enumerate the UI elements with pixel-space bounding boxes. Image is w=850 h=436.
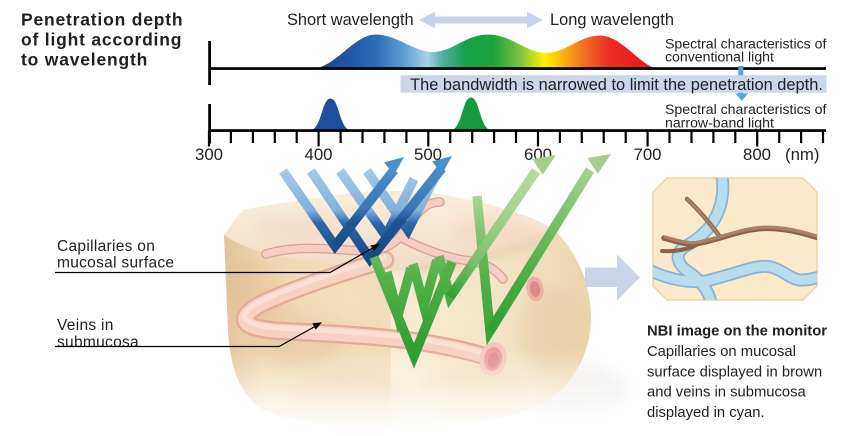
svg-text:Spectral characteristics of: Spectral characteristics of [665,36,826,52]
svg-text:Spectral characteristics of: Spectral characteristics of [665,101,826,117]
svg-text:mucosal surface: mucosal surface [57,255,174,272]
svg-text:displayed in cyan.: displayed in cyan. [647,405,765,421]
svg-text:of light according: of light according [21,30,182,50]
svg-text:Capillaries on mucosal: Capillaries on mucosal [647,344,796,360]
svg-text:submucosa: submucosa [57,334,139,351]
svg-text:300: 300 [195,145,223,164]
svg-text:Long wavelength: Long wavelength [550,11,674,29]
svg-text:Veins in: Veins in [57,317,114,334]
svg-text:to wavelength: to wavelength [21,50,148,70]
svg-text:NBI image on the monitor: NBI image on the monitor [647,324,827,340]
svg-text:(nm): (nm) [785,145,820,164]
svg-text:The bandwidth is narrowed to l: The bandwidth is narrowed to limit the p… [410,76,823,94]
svg-text:narrow-band light: narrow-band light [665,114,774,130]
svg-text:conventional light: conventional light [665,49,774,65]
svg-text:700: 700 [634,145,662,164]
svg-text:surface displayed in brown: surface displayed in brown [647,364,822,380]
svg-text:and veins in submucosa: and veins in submucosa [647,385,807,401]
svg-text:500: 500 [414,145,442,164]
svg-text:400: 400 [305,145,333,164]
svg-text:Capillaries on: Capillaries on [57,238,155,255]
svg-text:Short wavelength: Short wavelength [287,11,414,29]
svg-text:800: 800 [743,145,771,164]
svg-text:Penetration depth: Penetration depth [21,10,183,30]
